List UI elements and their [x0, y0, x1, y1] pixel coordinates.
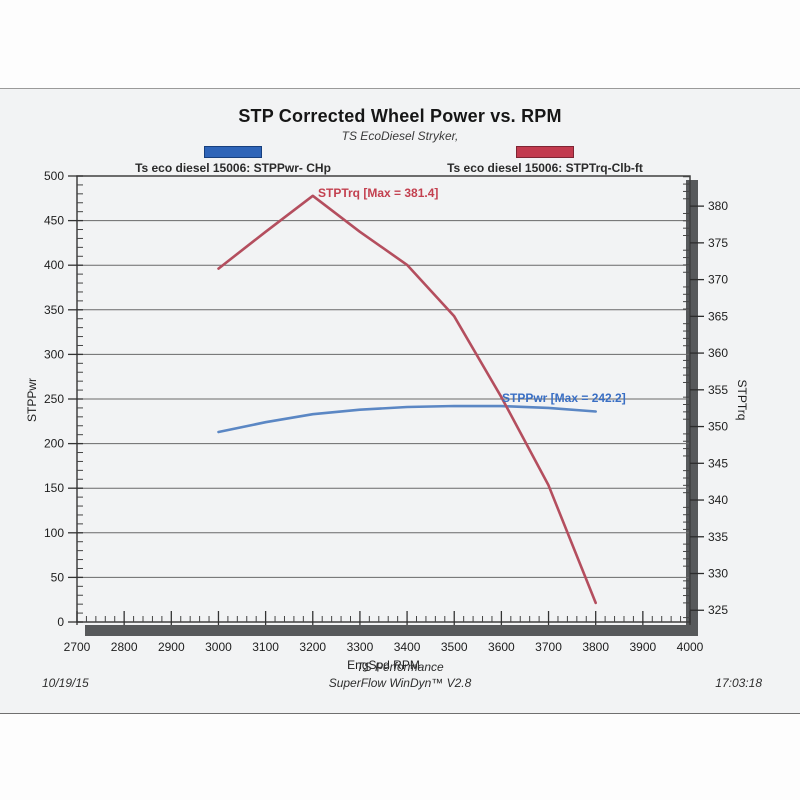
svg-text:3600: 3600	[488, 640, 515, 654]
footer-time: 17:03:18	[715, 676, 762, 690]
svg-text:100: 100	[44, 526, 64, 540]
svg-text:450: 450	[44, 214, 64, 228]
footer-software-version: SuperFlow WinDyn™ V2.8	[328, 676, 472, 690]
chart-title: STP Corrected Wheel Power vs. RPM	[238, 106, 562, 126]
svg-text:3800: 3800	[582, 640, 609, 654]
svg-text:2700: 2700	[64, 640, 91, 654]
footer-shop-name: TS Performance	[356, 660, 444, 674]
x-axis-title: EngSpd RPM	[347, 658, 420, 672]
footer-date: 10/19/15	[42, 676, 89, 690]
bottom-axis-bar	[85, 625, 698, 636]
torque-series-swatch	[516, 146, 574, 158]
svg-text:3100: 3100	[252, 640, 279, 654]
right-axis-bar	[686, 180, 698, 636]
svg-text:3200: 3200	[299, 640, 326, 654]
svg-text:400: 400	[44, 258, 64, 272]
svg-text:340: 340	[708, 493, 728, 507]
svg-text:3700: 3700	[535, 640, 562, 654]
svg-text:350: 350	[708, 420, 728, 434]
svg-text:200: 200	[44, 437, 64, 451]
legend-entry-torque: Ts eco diesel 15006: STPTrq-Clb-ft	[375, 146, 715, 175]
STPTrq-curve	[217, 194, 598, 605]
svg-text:335: 335	[708, 530, 728, 544]
svg-text:3400: 3400	[394, 640, 421, 654]
left-axis-title: STPPwr	[25, 378, 39, 422]
svg-text:3900: 3900	[629, 640, 656, 654]
legend-entry-power: Ts eco diesel 15006: STPPwr- CHp	[63, 146, 403, 175]
svg-text:250: 250	[44, 392, 64, 406]
STPPwr-max-annotation: STPPwr [Max = 242.2]	[502, 391, 626, 405]
svg-text:3500: 3500	[441, 640, 468, 654]
svg-text:0: 0	[57, 615, 64, 629]
svg-text:325: 325	[708, 603, 728, 617]
svg-text:3300: 3300	[347, 640, 374, 654]
svg-text:375: 375	[708, 236, 728, 250]
svg-text:3000: 3000	[205, 640, 232, 654]
svg-text:500: 500	[44, 169, 64, 183]
svg-text:2900: 2900	[158, 640, 185, 654]
svg-text:4000: 4000	[677, 640, 704, 654]
svg-text:355: 355	[708, 383, 728, 397]
svg-text:350: 350	[44, 303, 64, 317]
chart-subtitle: TS EcoDiesel Stryker,	[341, 129, 459, 143]
svg-text:50: 50	[51, 570, 65, 584]
power-series-swatch	[204, 146, 262, 158]
report-body-band	[0, 88, 800, 714]
svg-text:370: 370	[708, 273, 728, 287]
svg-text:300: 300	[44, 347, 64, 361]
STPPwr-curve	[217, 404, 598, 434]
svg-text:380: 380	[708, 199, 728, 213]
svg-text:345: 345	[708, 456, 728, 470]
torque-series-label: Ts eco diesel 15006: STPTrq-Clb-ft	[447, 161, 643, 175]
right-axis-title: STPTrq	[735, 380, 749, 421]
svg-text:2800: 2800	[111, 640, 138, 654]
svg-text:365: 365	[708, 309, 728, 323]
svg-text:360: 360	[708, 346, 728, 360]
svg-text:330: 330	[708, 567, 728, 581]
STPTrq-max-annotation: STPTrq [Max = 381.4]	[318, 186, 438, 200]
svg-text:150: 150	[44, 481, 64, 495]
power-series-label: Ts eco diesel 15006: STPPwr- CHp	[135, 161, 331, 175]
